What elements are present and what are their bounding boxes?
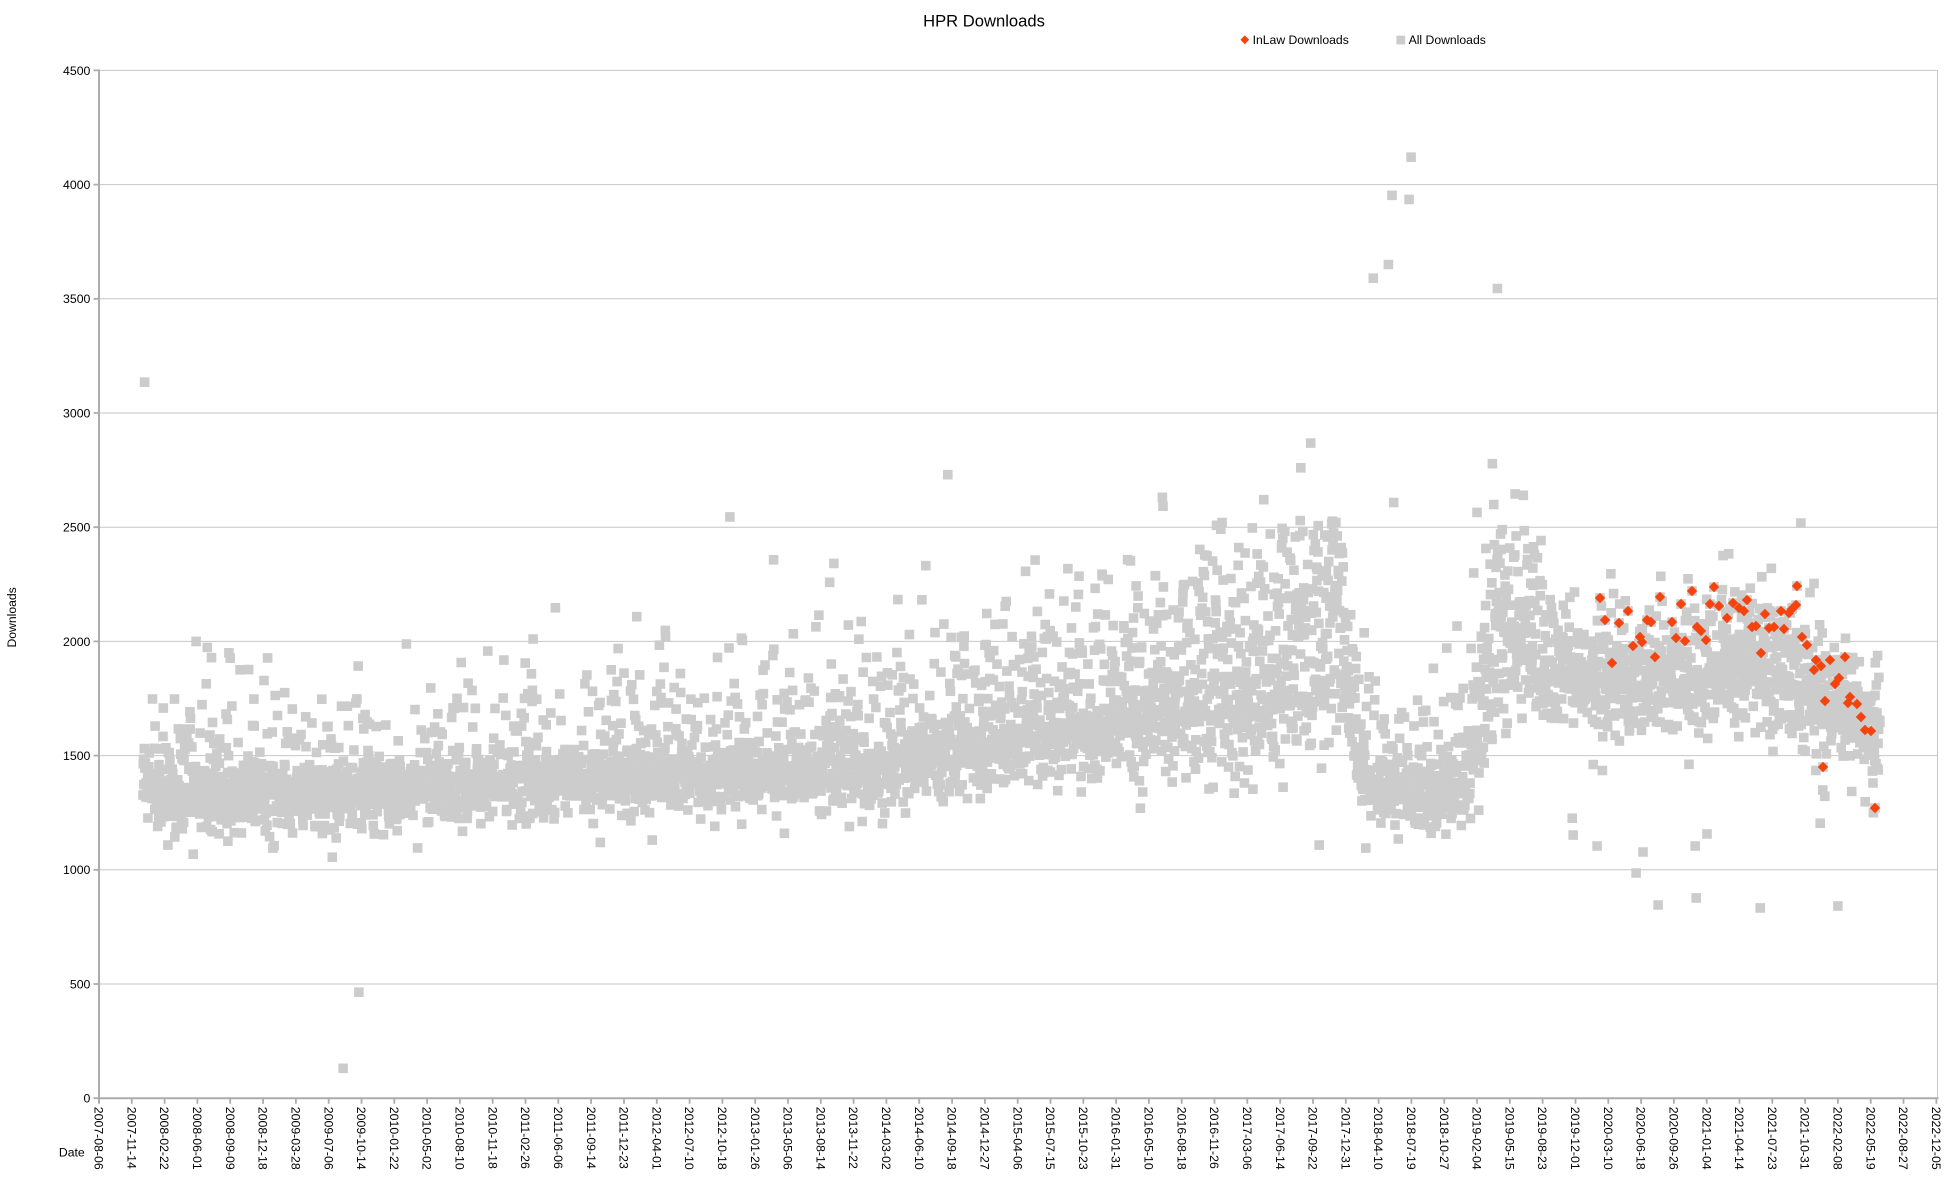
svg-text:InLaw Downloads: InLaw Downloads [1253,33,1349,47]
svg-text:3000: 3000 [63,406,91,420]
svg-text:2011-06-06: 2011-06-06 [551,1107,565,1169]
svg-text:2015-10-23: 2015-10-23 [1076,1107,1090,1170]
svg-text:2018-04-10: 2018-04-10 [1371,1107,1385,1170]
svg-text:2012-10-18: 2012-10-18 [715,1107,729,1170]
svg-text:500: 500 [70,977,91,991]
svg-text:2009-10-14: 2009-10-14 [354,1107,368,1170]
svg-text:2017-09-22: 2017-09-22 [1306,1107,1320,1170]
svg-text:Date: Date [59,1146,85,1160]
svg-text:2014-03-02: 2014-03-02 [879,1107,893,1170]
svg-text:2021-04-14: 2021-04-14 [1732,1107,1746,1170]
svg-text:2500: 2500 [63,521,91,535]
svg-text:2016-11-26: 2016-11-26 [1207,1107,1221,1169]
svg-text:2015-07-15: 2015-07-15 [1043,1107,1057,1170]
svg-text:1000: 1000 [63,863,91,877]
svg-text:2017-03-06: 2017-03-06 [1240,1107,1254,1170]
svg-text:2022-05-19: 2022-05-19 [1863,1107,1877,1170]
svg-text:2011-12-23: 2011-12-23 [617,1107,631,1169]
svg-text:4000: 4000 [63,178,91,192]
svg-text:0: 0 [84,1092,91,1106]
svg-text:4500: 4500 [63,64,91,78]
svg-text:2013-11-22: 2013-11-22 [846,1107,860,1169]
svg-text:2014-06-10: 2014-06-10 [912,1107,926,1170]
svg-text:2011-02-26: 2011-02-26 [518,1107,532,1169]
svg-text:2000: 2000 [63,635,91,649]
svg-text:2022-08-27: 2022-08-27 [1896,1107,1910,1170]
svg-text:2017-12-31: 2017-12-31 [1338,1107,1352,1170]
svg-text:All Downloads: All Downloads [1409,33,1486,47]
svg-text:2012-07-10: 2012-07-10 [682,1107,696,1170]
svg-text:2019-08-23: 2019-08-23 [1535,1107,1549,1170]
svg-text:2007-11-14: 2007-11-14 [124,1107,138,1169]
svg-text:2016-05-10: 2016-05-10 [1142,1107,1156,1170]
svg-text:1500: 1500 [63,749,91,763]
svg-text:2012-04-01: 2012-04-01 [649,1107,663,1170]
svg-text:HPR Downloads: HPR Downloads [923,12,1045,31]
svg-text:2011-09-14: 2011-09-14 [584,1107,598,1169]
svg-text:2019-02-04: 2019-02-04 [1470,1107,1484,1170]
svg-text:2013-01-26: 2013-01-26 [748,1107,762,1170]
svg-text:Downloads: Downloads [5,587,19,647]
svg-text:2010-08-10: 2010-08-10 [453,1107,467,1170]
svg-text:2009-07-06: 2009-07-06 [321,1107,335,1170]
svg-text:2018-07-19: 2018-07-19 [1404,1107,1418,1170]
svg-text:2019-12-01: 2019-12-01 [1568,1107,1582,1170]
svg-text:2016-01-31: 2016-01-31 [1109,1107,1123,1170]
svg-text:2019-05-15: 2019-05-15 [1502,1107,1516,1170]
svg-text:3500: 3500 [63,292,91,306]
svg-text:2014-12-27: 2014-12-27 [978,1107,992,1170]
svg-text:2016-08-18: 2016-08-18 [1174,1107,1188,1170]
svg-text:2017-06-14: 2017-06-14 [1273,1107,1287,1170]
svg-text:2015-04-06: 2015-04-06 [1010,1107,1024,1170]
svg-text:2018-10-27: 2018-10-27 [1437,1107,1451,1170]
svg-text:2020-06-18: 2020-06-18 [1634,1107,1648,1170]
svg-text:2013-08-14: 2013-08-14 [813,1107,827,1170]
svg-text:2007-08-06: 2007-08-06 [92,1107,106,1170]
svg-text:2008-06-01: 2008-06-01 [190,1107,204,1170]
svg-text:2008-02-22: 2008-02-22 [157,1107,171,1170]
svg-text:2010-01-22: 2010-01-22 [387,1107,401,1170]
svg-text:2008-09-09: 2008-09-09 [223,1107,237,1170]
svg-text:2014-09-18: 2014-09-18 [945,1107,959,1170]
svg-text:2008-12-18: 2008-12-18 [256,1107,270,1170]
svg-text:2022-02-08: 2022-02-08 [1831,1107,1845,1170]
svg-text:2021-10-31: 2021-10-31 [1798,1107,1812,1170]
svg-text:2021-07-23: 2021-07-23 [1765,1107,1779,1170]
svg-text:2010-05-02: 2010-05-02 [420,1107,434,1170]
svg-text:2010-11-18: 2010-11-18 [485,1107,499,1169]
svg-text:2020-09-26: 2020-09-26 [1667,1107,1681,1170]
svg-text:2021-01-04: 2021-01-04 [1699,1107,1713,1170]
svg-text:2020-03-10: 2020-03-10 [1601,1107,1615,1170]
svg-text:2013-05-06: 2013-05-06 [781,1107,795,1170]
svg-text:2009-03-28: 2009-03-28 [289,1107,303,1170]
svg-text:2022-12-05: 2022-12-05 [1929,1107,1943,1170]
